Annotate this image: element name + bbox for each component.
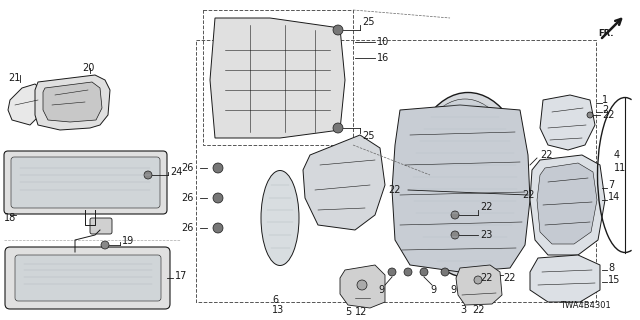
Circle shape xyxy=(101,241,109,249)
Text: TWA4B4301: TWA4B4301 xyxy=(560,301,611,310)
Polygon shape xyxy=(43,82,102,122)
Text: 8: 8 xyxy=(608,263,614,273)
Polygon shape xyxy=(8,84,42,125)
FancyBboxPatch shape xyxy=(90,218,112,234)
Text: 18: 18 xyxy=(4,213,16,223)
Text: 22: 22 xyxy=(472,305,484,315)
Text: 2: 2 xyxy=(602,105,608,115)
Text: 1: 1 xyxy=(602,95,608,105)
Polygon shape xyxy=(340,265,385,308)
Text: 11: 11 xyxy=(614,163,627,173)
Ellipse shape xyxy=(261,171,299,266)
Text: 9: 9 xyxy=(450,285,456,295)
Text: 26: 26 xyxy=(182,193,194,203)
Text: 3: 3 xyxy=(460,305,466,315)
Text: 12: 12 xyxy=(355,307,367,317)
Bar xyxy=(196,40,596,302)
FancyBboxPatch shape xyxy=(15,255,161,301)
Circle shape xyxy=(441,268,449,276)
Circle shape xyxy=(357,280,367,290)
FancyBboxPatch shape xyxy=(4,151,167,214)
Text: 15: 15 xyxy=(608,275,620,285)
Text: 20: 20 xyxy=(82,63,94,73)
Circle shape xyxy=(472,272,478,278)
Text: 10: 10 xyxy=(377,37,389,47)
Text: 24: 24 xyxy=(170,167,182,177)
Text: 16: 16 xyxy=(377,53,389,63)
Polygon shape xyxy=(35,75,110,130)
Text: 9: 9 xyxy=(378,285,384,295)
Text: 25: 25 xyxy=(362,131,374,141)
Text: 7: 7 xyxy=(608,180,614,190)
Text: 23: 23 xyxy=(480,230,492,240)
Circle shape xyxy=(420,268,428,276)
FancyBboxPatch shape xyxy=(5,247,170,309)
Text: 14: 14 xyxy=(608,192,620,202)
Polygon shape xyxy=(540,95,595,150)
Text: 9: 9 xyxy=(430,285,436,295)
Text: 19: 19 xyxy=(122,236,134,246)
Text: 13: 13 xyxy=(272,305,284,315)
Ellipse shape xyxy=(411,99,519,271)
Text: FR.: FR. xyxy=(598,28,614,37)
Text: 22: 22 xyxy=(480,273,493,283)
Text: 22: 22 xyxy=(388,185,401,195)
Circle shape xyxy=(333,123,343,133)
Circle shape xyxy=(213,163,223,173)
Text: 22: 22 xyxy=(503,273,515,283)
Polygon shape xyxy=(530,255,600,302)
Circle shape xyxy=(144,171,152,179)
Text: 22: 22 xyxy=(480,202,493,212)
Text: 4: 4 xyxy=(614,150,620,160)
Circle shape xyxy=(213,223,223,233)
Circle shape xyxy=(388,268,396,276)
Text: 26: 26 xyxy=(182,223,194,233)
FancyBboxPatch shape xyxy=(11,157,160,208)
Bar xyxy=(203,10,353,145)
Polygon shape xyxy=(392,105,530,272)
Text: 6: 6 xyxy=(272,295,278,305)
Polygon shape xyxy=(530,155,605,255)
Text: 22: 22 xyxy=(540,150,552,160)
Polygon shape xyxy=(537,163,597,244)
Polygon shape xyxy=(303,135,385,230)
Text: 22: 22 xyxy=(602,110,614,120)
Circle shape xyxy=(474,276,482,284)
Text: 21: 21 xyxy=(8,73,20,83)
Text: 25: 25 xyxy=(362,17,374,27)
Polygon shape xyxy=(210,18,345,138)
Circle shape xyxy=(213,193,223,203)
Circle shape xyxy=(451,211,459,219)
Polygon shape xyxy=(456,265,502,305)
Text: 26: 26 xyxy=(182,163,194,173)
Circle shape xyxy=(404,268,412,276)
Text: 22: 22 xyxy=(522,190,535,200)
Text: 17: 17 xyxy=(175,271,188,281)
Text: 5: 5 xyxy=(345,307,351,317)
Ellipse shape xyxy=(408,92,528,277)
Circle shape xyxy=(587,112,593,118)
Circle shape xyxy=(333,25,343,35)
Circle shape xyxy=(451,231,459,239)
